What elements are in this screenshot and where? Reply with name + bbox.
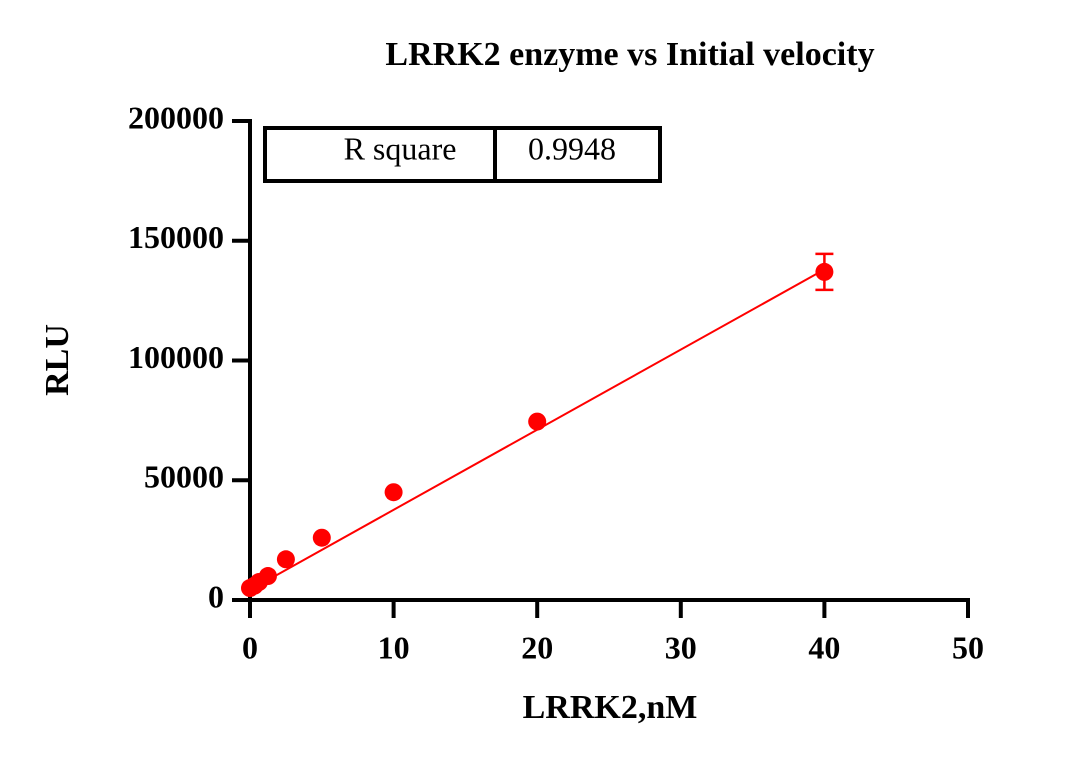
y-tick-label: 150000 — [128, 219, 224, 255]
point — [528, 412, 547, 431]
stats-label: R square — [344, 130, 457, 166]
y-axis-label: RLU — [39, 324, 76, 396]
x-tick-label: 50 — [952, 629, 984, 665]
y-tick-label: 100000 — [128, 339, 224, 375]
point — [815, 262, 834, 281]
stats-box — [263, 126, 662, 183]
point — [258, 567, 277, 586]
point — [384, 483, 403, 502]
x-tick-label: 20 — [521, 629, 553, 665]
x-tick-label: 0 — [242, 629, 258, 665]
x-tick-label: 30 — [665, 629, 697, 665]
x-tick-label: 40 — [808, 629, 840, 665]
y-tick-label: 0 — [208, 578, 224, 614]
x-axis-label: LRRK2,nM — [523, 689, 698, 726]
y-tick-label: 50000 — [144, 459, 224, 495]
point — [312, 528, 331, 547]
point — [276, 550, 295, 569]
chart-title: LRRK2 enzyme vs Initial velocity — [385, 36, 874, 73]
y-tick-label: 200000 — [128, 99, 224, 135]
stats-value: 0.9948 — [528, 130, 616, 166]
x-tick-label: 10 — [378, 629, 410, 665]
